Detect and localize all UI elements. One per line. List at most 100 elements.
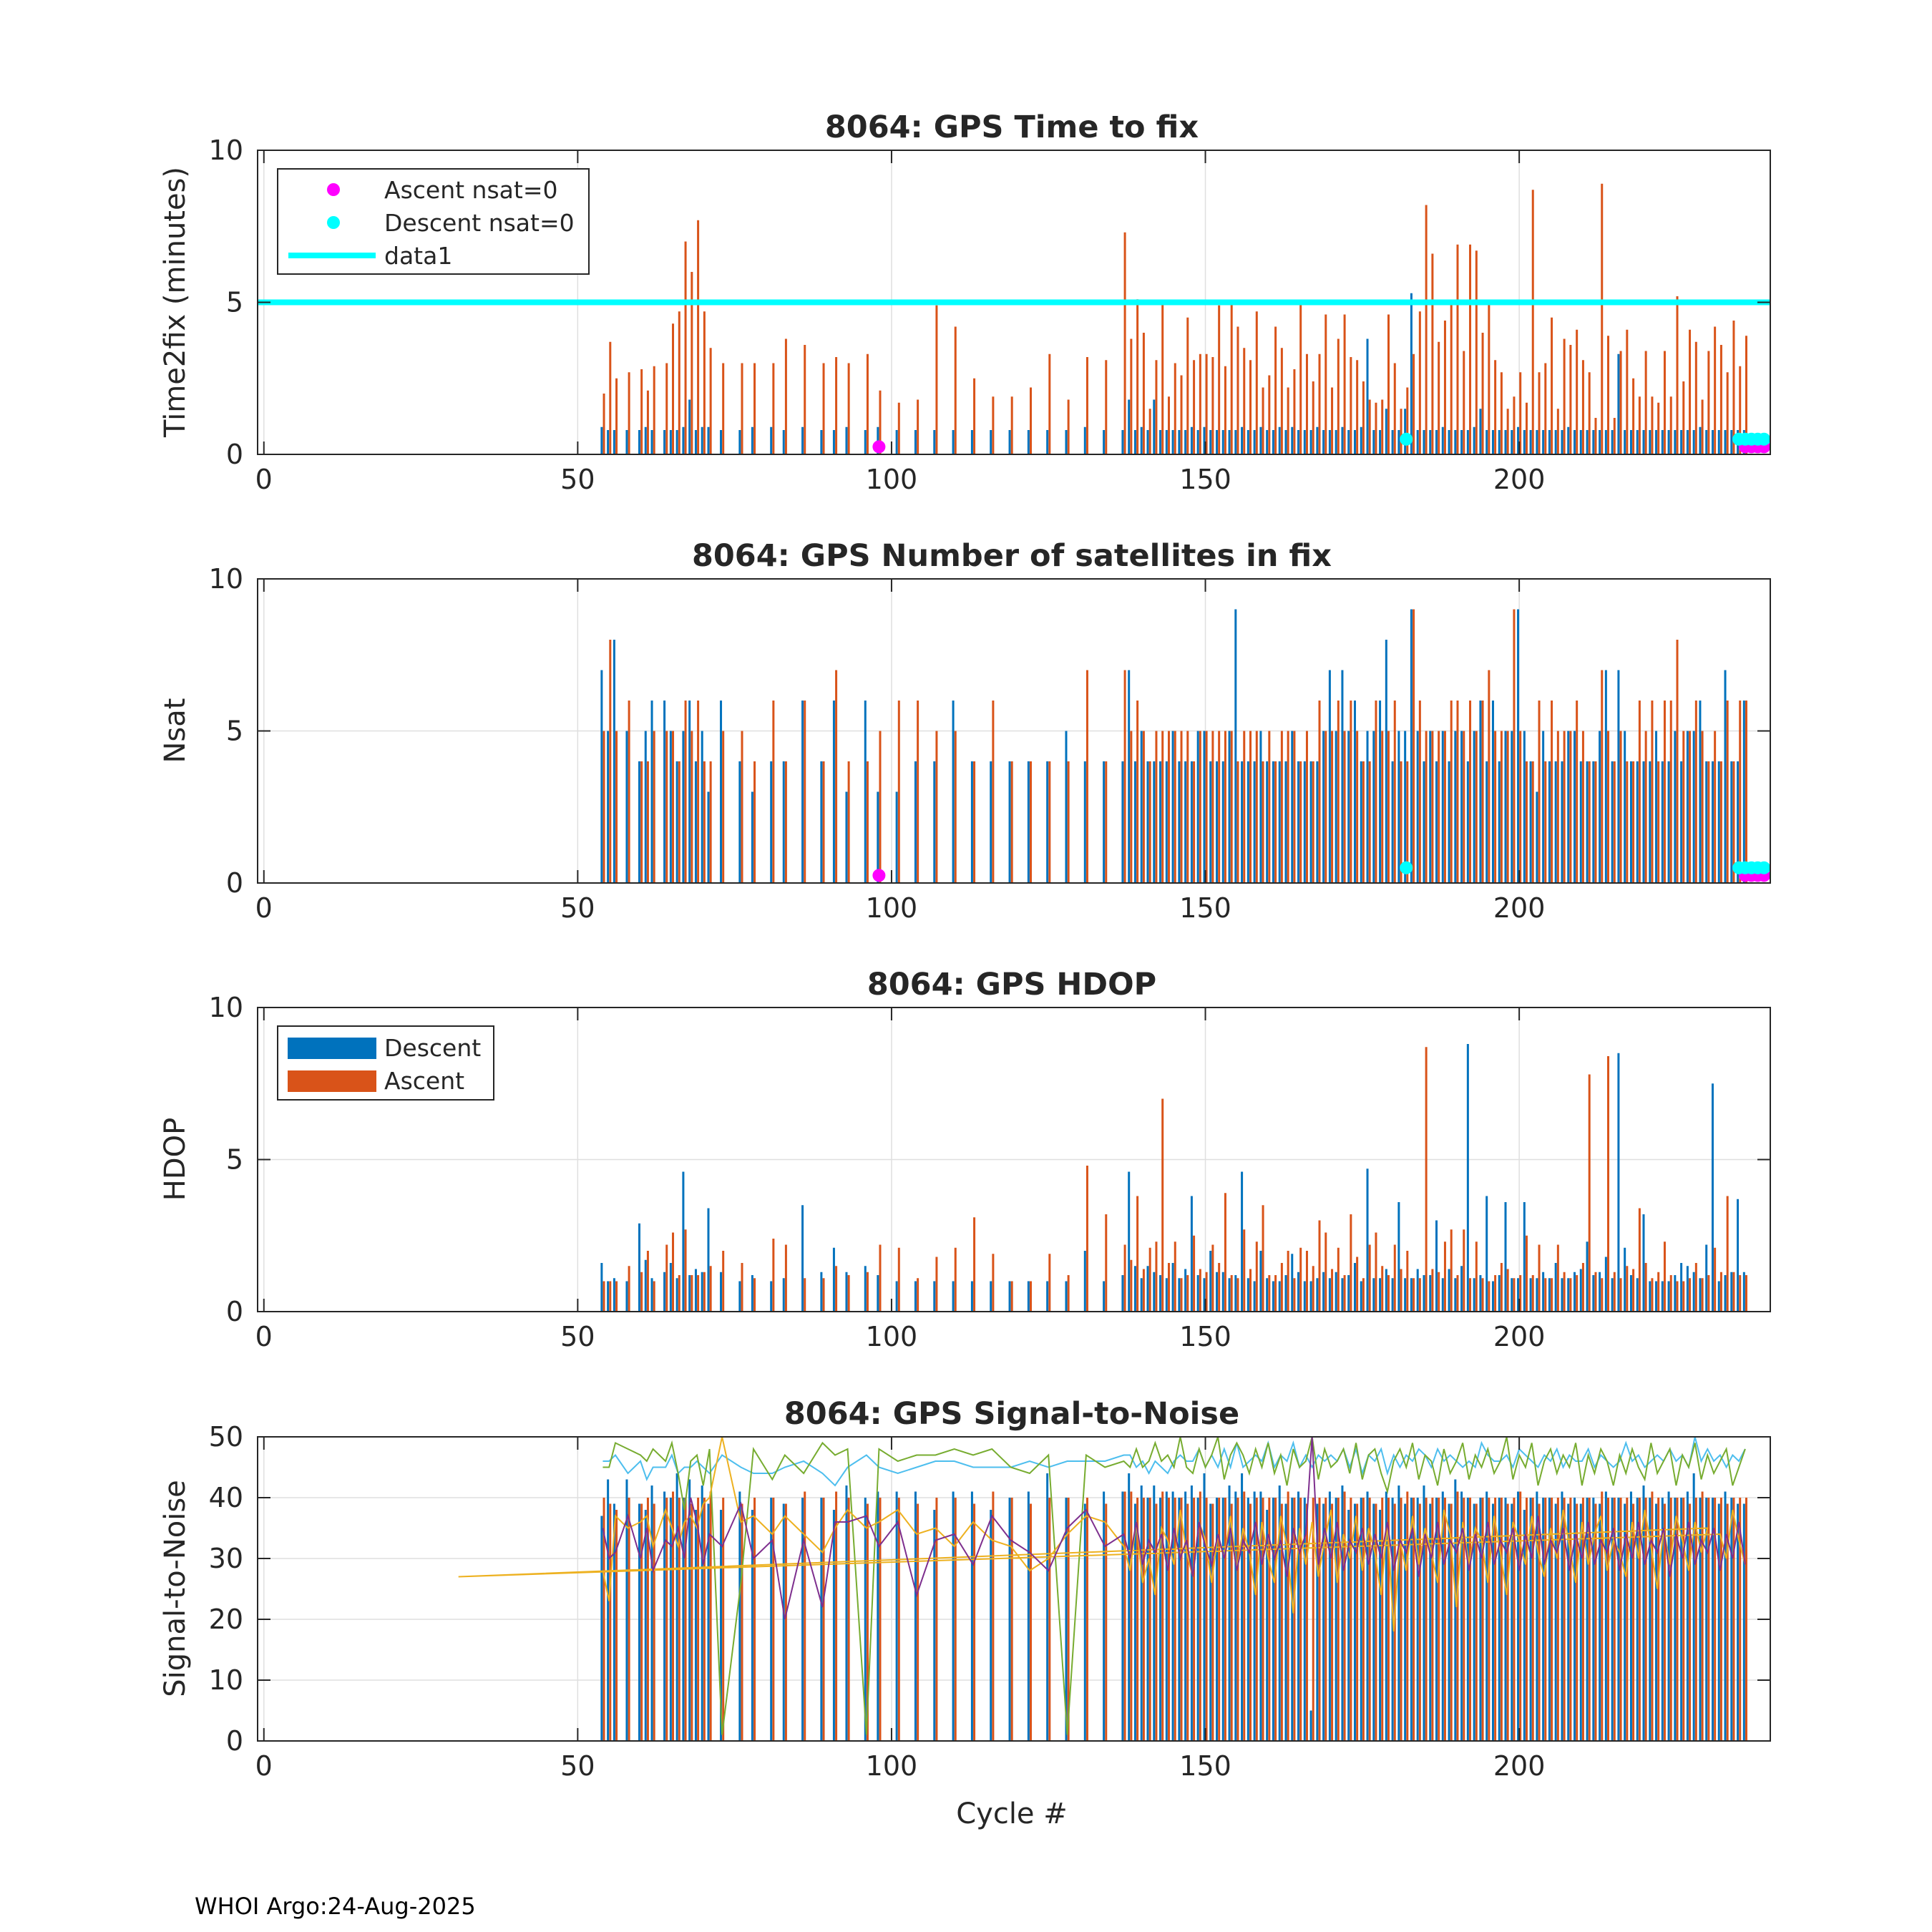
bar-ascent — [1456, 244, 1459, 454]
bar-ascent — [1607, 336, 1610, 454]
bar-ascent — [1280, 1263, 1283, 1312]
bar-ascent — [1343, 731, 1346, 883]
bar-descent-snr — [1140, 1485, 1143, 1741]
bar-descent — [1196, 1275, 1199, 1312]
bar-ascent — [1085, 1166, 1088, 1312]
bar-descent — [1529, 1278, 1532, 1312]
bar-ascent — [1443, 321, 1446, 454]
bar-descent-snr — [1561, 1491, 1563, 1741]
bar-descent — [1548, 1278, 1551, 1312]
bar-descent — [1699, 701, 1702, 883]
bar-ascent — [1305, 1251, 1308, 1312]
bar-ascent-snr — [879, 1498, 882, 1741]
bar-ascent — [1538, 1244, 1541, 1312]
bar-descent — [914, 430, 917, 454]
bar-descent — [1133, 761, 1136, 883]
bar-ascent — [1669, 396, 1672, 454]
bar-ascent — [1161, 302, 1164, 454]
bar-ascent — [1142, 731, 1145, 883]
bar-descent — [1353, 1263, 1356, 1312]
bar-ascent — [1450, 1229, 1453, 1312]
bar-descent — [1491, 430, 1494, 454]
bar-descent — [1121, 430, 1124, 454]
x-axis-label: Cycle # — [956, 1797, 1068, 1830]
bar-descent — [1391, 430, 1394, 454]
bar-ascent — [1519, 1275, 1522, 1312]
bar-descent — [1278, 426, 1281, 454]
bar-descent — [1046, 1281, 1049, 1312]
bar-ascent — [1719, 345, 1722, 454]
bar-ascent — [1644, 1263, 1647, 1312]
bar-descent — [1730, 1272, 1733, 1312]
bar-ascent — [697, 701, 700, 883]
bar-descent — [1448, 430, 1450, 454]
bar-descent — [1146, 430, 1149, 454]
bar-descent — [1128, 670, 1131, 883]
bar-descent — [1221, 761, 1224, 883]
bar-descent-snr — [1027, 1491, 1030, 1741]
bar-descent — [1655, 731, 1658, 883]
bar-descent-snr — [1234, 1491, 1237, 1741]
bar-ascent — [1551, 1278, 1553, 1312]
x-tick-label: 100 — [866, 1750, 918, 1782]
bar-ascent — [847, 1275, 850, 1312]
bar-ascent — [1438, 731, 1440, 883]
axes-box — [257, 1436, 1771, 1742]
bar-descent — [1146, 761, 1149, 883]
bar-descent — [1165, 430, 1168, 454]
bar-descent — [1121, 1275, 1124, 1312]
bar-descent — [1604, 430, 1607, 454]
bar-ascent-snr — [1719, 1498, 1722, 1741]
bar-ascent — [1400, 761, 1402, 883]
bar-descent — [1579, 761, 1582, 883]
bar-ascent — [1180, 1278, 1183, 1312]
bar-descent — [1705, 430, 1708, 454]
bar-descent — [644, 1259, 647, 1312]
bar-descent — [1498, 430, 1501, 454]
bar-descent — [1699, 1278, 1702, 1312]
bar-descent — [1680, 761, 1683, 883]
bar-descent — [1027, 1281, 1030, 1312]
bar-ascent — [709, 1266, 712, 1312]
bar-ascent — [1318, 353, 1321, 454]
bar-ascent — [697, 220, 700, 454]
bar-ascent — [1576, 701, 1579, 883]
bar-descent — [1272, 761, 1274, 883]
bar-ascent — [1406, 387, 1409, 454]
bar-descent — [1203, 731, 1206, 883]
bar-ascent — [772, 1239, 775, 1312]
bar-ascent-snr — [1085, 1498, 1088, 1741]
bar-ascent — [1199, 353, 1201, 454]
bar-ascent — [1136, 1196, 1139, 1312]
bar-ascent-snr — [1588, 1498, 1591, 1741]
bar-ascent — [1431, 253, 1434, 454]
bar-ascent — [1224, 731, 1226, 883]
bar-ascent-snr — [1312, 1498, 1314, 1741]
bar-descent-snr — [1246, 1498, 1249, 1741]
bar-descent — [1303, 1281, 1306, 1312]
bar-descent — [707, 791, 710, 883]
bar-ascent — [1443, 731, 1446, 883]
bar-descent — [895, 430, 898, 454]
bar-descent — [1121, 761, 1124, 883]
bar-ascent — [1481, 1278, 1484, 1312]
bar-descent — [669, 731, 672, 883]
bar-descent-snr — [1171, 1491, 1174, 1741]
bar-descent — [1128, 1171, 1131, 1312]
bar-descent-snr — [877, 1491, 879, 1741]
bar-descent — [832, 430, 835, 454]
bar-ascent — [646, 1251, 649, 1312]
bar-descent — [1278, 1281, 1281, 1312]
bar-descent — [1341, 1278, 1344, 1312]
bar-ascent — [1136, 299, 1139, 454]
bar-ascent-snr — [1350, 1498, 1352, 1741]
bar-ascent — [1657, 402, 1660, 454]
bar-descent-snr — [1347, 1510, 1350, 1741]
bar-ascent — [1613, 761, 1616, 883]
bar-descent — [625, 430, 628, 454]
bar-descent-snr — [1309, 1710, 1312, 1741]
bar-ascent — [1556, 731, 1559, 883]
bar-descent — [1730, 430, 1733, 454]
bar-descent-snr — [1272, 1498, 1274, 1741]
